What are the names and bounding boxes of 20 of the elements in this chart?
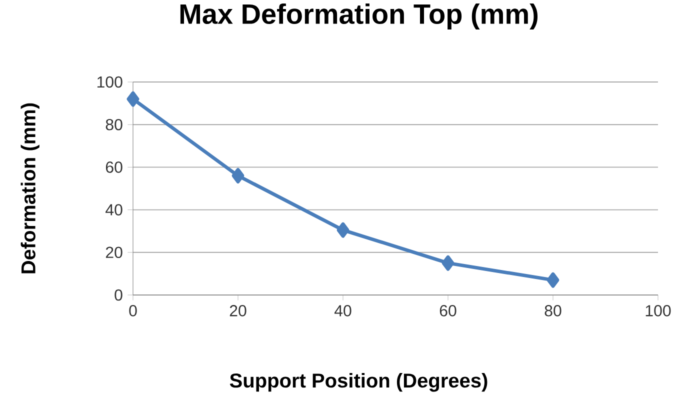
x-tick-label: 20 <box>230 305 246 316</box>
y-tick-label: 100 <box>97 76 122 88</box>
y-tick-label: 20 <box>106 246 122 258</box>
x-tick-label: 60 <box>440 305 456 316</box>
y-tick-label: 60 <box>106 162 122 173</box>
point <box>336 222 350 238</box>
y-tick-label: 80 <box>106 118 122 130</box>
point <box>232 168 244 184</box>
y-axis-title: Deformation (mm) <box>20 103 40 274</box>
chart-title: Max Deformation Top (mm) <box>180 3 538 30</box>
x-axis-title: Support Position (Degrees) <box>230 372 488 392</box>
x-tick-label: 40 <box>334 305 352 316</box>
y-tick-label: 0 <box>114 289 122 301</box>
point <box>126 91 140 107</box>
x-tick-label: 0 <box>129 305 137 316</box>
x-tick-label: 80 <box>544 305 562 316</box>
y-tick-label: 40 <box>106 204 122 216</box>
x-tick-label: 100 <box>646 305 671 316</box>
point <box>442 255 454 271</box>
point <box>546 272 560 288</box>
